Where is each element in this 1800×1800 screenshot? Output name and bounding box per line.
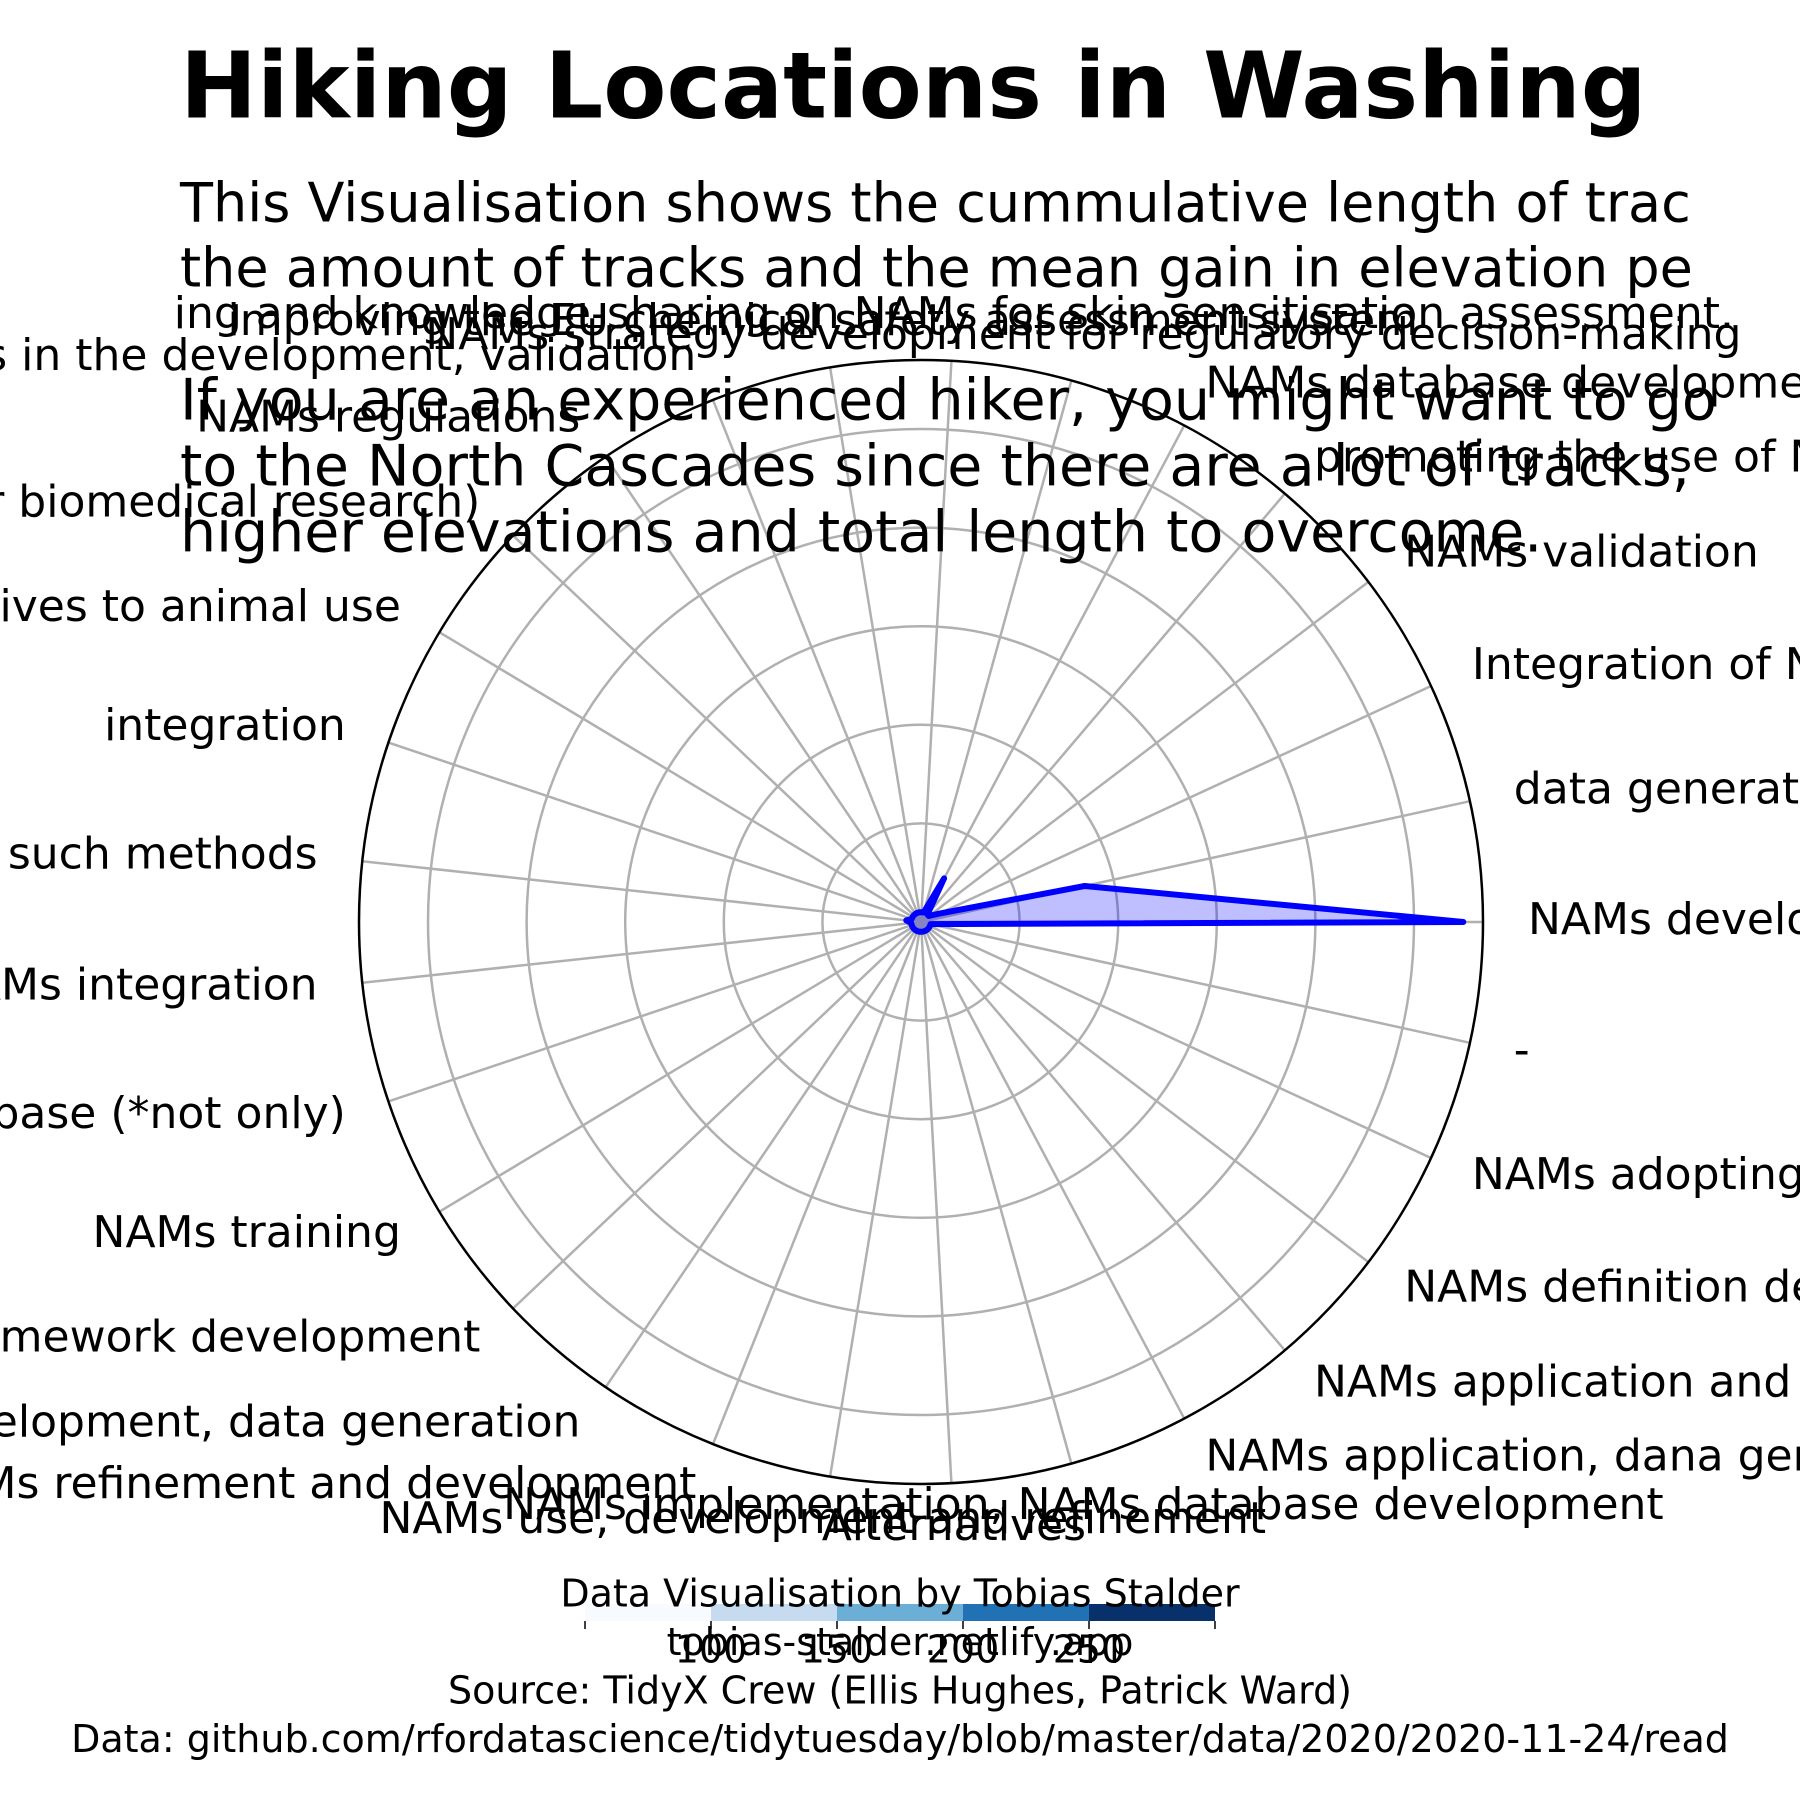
annotation: If you are an experienced hiker, you mig… — [180, 368, 1717, 434]
category-label: NAMs adopting to NM assesm — [1472, 1149, 1800, 1200]
grid-spoke — [604, 921, 923, 1388]
grid-spoke — [512, 534, 922, 923]
footer-text: tobias-stalder.netlify.app — [667, 1620, 1134, 1664]
axis-outline — [357, 358, 1485, 1486]
category-label: NAMs training — [93, 1207, 401, 1258]
category-label: NAMs use, development and refinement — [379, 1493, 1266, 1544]
category-label: s database development (for biomedical r… — [0, 477, 480, 528]
category-label: NAMs application, dana generation — [1205, 1430, 1800, 1481]
category-label: Framework development — [0, 1311, 480, 1362]
grid-spoke — [828, 921, 923, 1477]
category-label: NAMs implementation, NAMs database devel… — [503, 1479, 1664, 1530]
category-label: data generation — [1514, 764, 1800, 815]
subtitle: the amount of tracks and the mean gain i… — [180, 237, 1693, 300]
grid-spoke — [919, 424, 1186, 923]
category-label: NAMs strategy development for regulatory… — [425, 309, 1741, 360]
grid-spoke — [919, 921, 1186, 1420]
colorbar-tick-label: 250 — [1053, 1628, 1126, 1672]
category-label: Testing Approaches and Data Generated fr… — [0, 828, 318, 879]
category-label: NAMs database development, data generati… — [0, 1396, 580, 1447]
grid-spoke — [920, 920, 1471, 1045]
category-label: NAMs application and refinement, dana ge… — [1314, 1357, 1800, 1408]
grid-spoke — [920, 921, 1286, 1352]
category-label: NAMs development — [1528, 894, 1800, 945]
category-label: NAMs* database (*not only) — [0, 1088, 346, 1139]
category-label: - — [1514, 1024, 1530, 1075]
grid-spoke — [388, 741, 922, 924]
category-label: NAMs regulations — [196, 392, 580, 443]
chart-title: Hiking Locations in Washing — [180, 32, 1647, 139]
colorbar-segment — [837, 1604, 963, 1621]
footer-text: Data: github.com/rfordatascience/tidytue… — [71, 1717, 1729, 1761]
grid-spoke — [920, 684, 1432, 924]
category-label: Alternatives — [822, 1500, 1086, 1551]
colorbar-segment — [711, 1604, 837, 1621]
grid-spoke — [438, 920, 922, 1213]
grid-spoke — [438, 631, 922, 924]
grid-spoke — [919, 921, 1073, 1464]
category-label: NAMs database development — [1205, 358, 1800, 409]
category-label: NAMs integration — [0, 960, 318, 1011]
grid-spoke — [604, 456, 923, 923]
subtitle: This Visualisation shows the cummulative… — [179, 172, 1691, 235]
category-label: improving the EU chemical safety assessm… — [228, 295, 1419, 346]
grid-spoke — [362, 920, 922, 985]
category-label: Integration of New Approach Methodologie… — [1472, 639, 1800, 690]
category-label: on, and harmonization of alternatives to… — [0, 581, 401, 632]
grid-spoke — [920, 580, 1370, 923]
colorbar-tick-label: 150 — [801, 1628, 874, 1672]
category-label: NAMs refinement and development — [0, 1458, 696, 1509]
colorbar-segment — [1089, 1604, 1215, 1621]
grid-spoke — [919, 360, 953, 923]
category-label: NAMs definition development, NAMs databa… — [1404, 1261, 1800, 1312]
category-label: dustry stakeholders, and federal agencie… — [0, 330, 696, 381]
category-label: ing and knowledge-sharing on NAMs for sk… — [174, 288, 1734, 339]
colorbar-segment — [963, 1604, 1089, 1621]
annotation: to the North Cascades since there are a … — [180, 434, 1690, 500]
grid-spoke — [919, 921, 953, 1484]
footer-text: Data Visualisation by Tobias Stalder — [560, 1572, 1240, 1616]
annotation: higher elevations and total length to ov… — [180, 500, 1542, 566]
radar-area — [903, 875, 1467, 935]
grid-spoke — [388, 920, 922, 1103]
grid-spoke — [512, 921, 922, 1310]
category-label: NAMs validation — [1404, 527, 1759, 578]
grid-spoke — [711, 921, 923, 1445]
grid-spoke — [828, 367, 923, 923]
grid-spoke — [362, 859, 922, 924]
grid-spoke — [919, 380, 1073, 923]
grid-spoke — [920, 921, 1370, 1264]
category-label: integration — [104, 700, 346, 751]
colorbar-segment — [585, 1604, 711, 1621]
grid-spoke — [711, 399, 923, 923]
category-label: promoting the use of NAMs — [1314, 431, 1800, 482]
grid-spoke — [920, 920, 1432, 1160]
footer-text: Source: TidyX Crew (Ellis Hughes, Patric… — [448, 1669, 1352, 1713]
colorbar-tick-label: 100 — [675, 1628, 748, 1672]
grid-spoke — [920, 492, 1286, 923]
colorbar-tick-label: 200 — [927, 1628, 1000, 1672]
